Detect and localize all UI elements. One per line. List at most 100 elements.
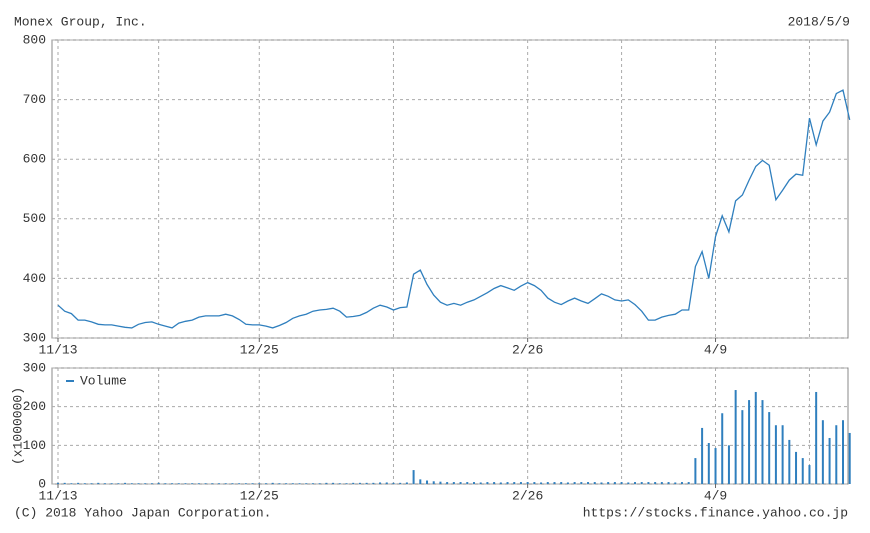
y-tick-label: 500 (23, 211, 46, 226)
volume-bar (311, 483, 314, 484)
price-line (57, 89, 851, 329)
volume-bar (493, 482, 496, 484)
volume-bar (305, 483, 308, 484)
volume-bar (654, 482, 657, 484)
volume-bar (426, 480, 429, 484)
volume-bar (513, 482, 516, 484)
x-tick-label: 2/26 (512, 488, 543, 503)
x-tick-label: 12/25 (240, 488, 279, 503)
volume-bar (298, 483, 301, 484)
volume-bar (77, 482, 80, 484)
volume-bar (177, 483, 180, 484)
volume-bar (224, 483, 227, 484)
volume-bar (251, 483, 254, 484)
volume-bar (379, 482, 382, 484)
volume-bar (754, 391, 757, 484)
volume-bar (446, 482, 449, 484)
volume-bar (144, 483, 147, 484)
volume-bar (506, 482, 509, 484)
y-tick-label: 400 (23, 271, 46, 286)
y-tick-label: 300 (23, 360, 46, 375)
y-axis-label: (x1000000) (10, 387, 25, 465)
volume-bar (821, 420, 824, 484)
x-tick-label: 11/13 (38, 342, 77, 357)
volume-bar (835, 425, 838, 484)
volume-bar (842, 420, 844, 484)
volume-bar (399, 482, 402, 484)
volume-bar (157, 482, 160, 484)
volume-bar (600, 482, 603, 484)
volume-bar (264, 483, 267, 484)
volume-bar (781, 425, 784, 484)
volume-bar (238, 483, 241, 484)
volume-bar (365, 482, 368, 484)
y-tick-label: 100 (23, 438, 46, 453)
volume-bar (419, 479, 422, 484)
volume-bar (553, 482, 556, 484)
chart-title: Monex Group, Inc. (14, 14, 147, 29)
volume-bar (795, 451, 798, 484)
legend-label: Volume (80, 373, 127, 388)
y-tick-label: 700 (23, 92, 46, 107)
volume-bar (479, 482, 482, 484)
y-tick-label: 800 (23, 32, 46, 47)
volume-bar (439, 481, 442, 484)
volume-bar (352, 482, 355, 484)
volume-bar (593, 482, 596, 484)
volume-bar (519, 482, 522, 484)
x-tick-label: 4/9 (704, 488, 727, 503)
volume-bar (244, 483, 247, 484)
volume-bar (130, 483, 133, 484)
x-tick-label: 4/9 (704, 342, 727, 357)
volume-bar (815, 391, 818, 484)
volume-bar (70, 483, 73, 484)
volume-bar (580, 482, 583, 484)
volume-bar (486, 482, 489, 484)
volume-bar (338, 483, 341, 484)
volume-bar (587, 482, 590, 484)
volume-bar (164, 483, 167, 484)
source-url: https://stocks.finance.yahoo.co.jp (583, 505, 848, 520)
volume-bar (97, 482, 100, 484)
volume-bar (727, 445, 730, 484)
volume-bar (540, 482, 543, 484)
volume-bar (707, 443, 710, 484)
volume-bar (318, 483, 321, 484)
volume-bar (191, 483, 194, 484)
volume-bar (110, 483, 113, 484)
copyright: (C) 2018 Yahoo Japan Corporation. (14, 505, 271, 520)
x-tick-label: 12/25 (240, 342, 279, 357)
volume-bar (721, 413, 724, 484)
volume-bar (432, 481, 435, 484)
volume-bar (150, 483, 153, 484)
x-tick-label: 2/26 (512, 342, 543, 357)
volume-bar (526, 482, 529, 484)
volume-bar (714, 448, 717, 484)
volume-bar (405, 482, 408, 484)
volume-bar (627, 482, 630, 484)
volume-bar (372, 482, 375, 484)
volume-bar (278, 483, 281, 484)
volume-bar (472, 482, 475, 484)
volume-bar (674, 482, 677, 484)
volume-bar (137, 483, 140, 484)
volume-bar (808, 465, 811, 484)
volume-bar (761, 400, 764, 484)
volume-bar (63, 482, 66, 484)
volume-bar (701, 427, 704, 484)
volume-bar (848, 432, 851, 484)
volume-bar (291, 483, 294, 484)
volume-bar (687, 482, 690, 484)
volume-bar (258, 483, 261, 484)
volume-bar (358, 482, 361, 484)
volume-bar (171, 483, 174, 484)
plot-frame (51, 39, 849, 339)
volume-bar (197, 483, 200, 484)
date: 2018/5/9 (788, 14, 850, 29)
volume-bar (392, 482, 395, 484)
volume-bar (560, 482, 563, 484)
volume-bar (325, 482, 328, 484)
volume-bar (466, 482, 469, 484)
volume-bar (211, 483, 214, 484)
